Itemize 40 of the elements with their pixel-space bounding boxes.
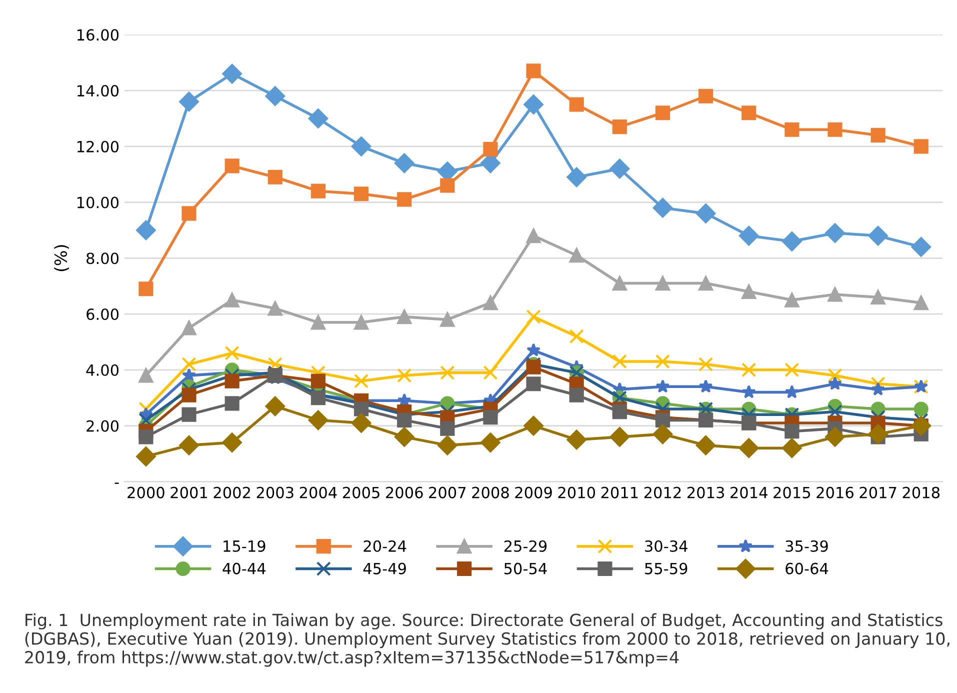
- y-tick-label: 6.00: [86, 308, 119, 320]
- y-tick-label: 8.00: [86, 252, 119, 264]
- x-tick-label: 2001: [170, 486, 208, 498]
- x-tick-label: 2005: [342, 486, 380, 498]
- x-tick-label: 2006: [386, 486, 423, 498]
- caption: Fig. 1 Unemployment rate in Taiwan by age. Source: Directorate General of Budget, Accounting and Statistics (DGBAS), Executive Yuan (2019). Unemployment Survey Statistics from 2000 to 2018, retrieved on January 10, 2019, from https://www.stat.gov.tw/ct.asp?xItem=37135&ctNode=517&mp=4: [25, 613, 950, 667]
- y-tick-label: 16.00: [77, 29, 119, 41]
- x-tick-label: 2012: [644, 486, 681, 498]
- x-tick-label: 2007: [429, 486, 466, 498]
- legend-label: 20-24: [364, 540, 406, 552]
- x-tick-label: 2003: [256, 486, 294, 498]
- legend-label: 45-49: [363, 562, 406, 574]
- x-tick-label: 2018: [902, 486, 940, 498]
- x-tick-label: 2013: [687, 486, 724, 498]
- y-tick-label: 14.00: [77, 84, 119, 97]
- x-tick-label: 2000: [128, 486, 164, 498]
- y-tick-label: 10.00: [77, 196, 119, 208]
- x-tick-label: 2014: [730, 486, 768, 498]
- legend-label: 50-54: [504, 562, 547, 574]
- x-tick-label: 2011: [601, 486, 638, 498]
- x-tick-label: 2015: [774, 486, 810, 498]
- x-tick-label: 2004: [300, 486, 337, 498]
- x-tick-label: 2017: [860, 486, 896, 498]
- legend-label: 55-59: [645, 562, 688, 574]
- y-tick-label: 12.00: [77, 140, 119, 152]
- legend-label: 15-19: [224, 540, 266, 552]
- x-tick-label: 2002: [214, 486, 250, 498]
- x-tick-label: 2008: [472, 486, 509, 498]
- x-tick-label: 2010: [558, 486, 596, 498]
- legend-label: 35-39: [786, 540, 828, 552]
- y-tick-label: 2.00: [86, 420, 119, 432]
- legend-label: 25-29: [504, 540, 547, 552]
- legend-label: 60-64: [786, 562, 828, 574]
- y-tick-label: -: [114, 482, 119, 484]
- y-tick-label: 4.00: [86, 364, 119, 376]
- y-axis-title: (%): [54, 245, 69, 272]
- x-tick-label: 2009: [515, 486, 552, 498]
- legend-label: 40-44: [222, 562, 266, 574]
- legend-label: 30-34: [645, 540, 688, 552]
- x-tick-label: 2016: [816, 486, 854, 498]
